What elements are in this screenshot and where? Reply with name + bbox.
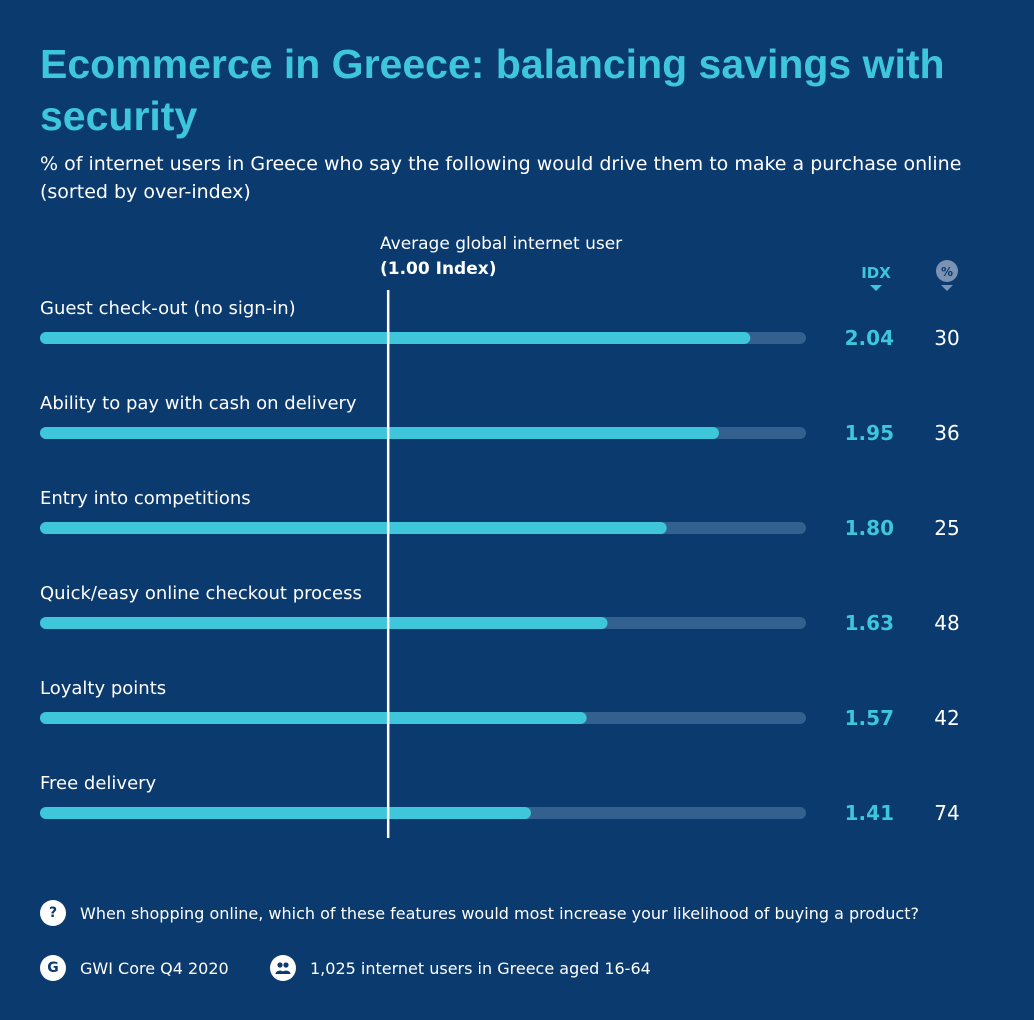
people-icon: [270, 955, 296, 981]
pct-value-label: 25: [934, 516, 959, 540]
source-row: G GWI Core Q4 2020: [40, 955, 229, 981]
gwi-logo-icon: G: [40, 955, 66, 981]
bar: [40, 617, 608, 629]
category-label: Entry into competitions: [40, 488, 251, 509]
bar: [40, 427, 719, 439]
pct-value-label: 36: [934, 421, 959, 445]
source-text: GWI Core Q4 2020: [80, 958, 229, 978]
pct-value-label: 30: [934, 326, 959, 350]
pct-column-arrow-icon: [941, 285, 953, 291]
idx-value-label: 1.57: [845, 706, 894, 730]
reference-label: Average global internet user: [380, 234, 622, 254]
category-label: Free delivery: [40, 773, 157, 794]
idx-value-label: 1.41: [845, 801, 894, 825]
category-label: Loyalty points: [40, 678, 166, 699]
question-text: When shopping online, which of these fea…: [80, 903, 919, 923]
sample-row: 1,025 internet users in Greece aged 16-6…: [270, 955, 651, 981]
pct-value-label: 42: [934, 706, 959, 730]
sample-text: 1,025 internet users in Greece aged 16-6…: [310, 958, 651, 978]
page-subtitle: % of internet users in Greece who say th…: [40, 153, 962, 203]
pct-value-label: 74: [934, 801, 959, 825]
category-label: Ability to pay with cash on delivery: [40, 393, 357, 414]
idx-value-label: 1.95: [845, 421, 894, 445]
bar-chart: Average global internet user (1.00 Index)…: [40, 234, 960, 838]
question-icon: ?: [40, 900, 66, 926]
category-label: Quick/easy online checkout process: [40, 583, 362, 604]
bar: [40, 712, 587, 724]
page-title: Ecommerce in Greece: balancing savings w…: [40, 41, 945, 139]
idx-column-arrow-icon: [870, 285, 882, 291]
idx-value-label: 1.63: [845, 611, 894, 635]
pct-value-label: 48: [934, 611, 959, 635]
pct-column-badge-icon: [936, 260, 958, 282]
idx-value-label: 1.80: [845, 516, 894, 540]
idx-column-header: IDX: [861, 264, 891, 282]
bar: [40, 522, 667, 534]
pct-column-header: %: [941, 265, 953, 279]
bar: [40, 332, 751, 344]
category-label: Guest check-out (no sign-in): [40, 298, 296, 319]
idx-value-label: 2.04: [845, 326, 894, 350]
bar: [40, 807, 531, 819]
reference-value-label: (1.00 Index): [380, 259, 497, 279]
question-row: ? When shopping online, which of these f…: [40, 900, 919, 926]
